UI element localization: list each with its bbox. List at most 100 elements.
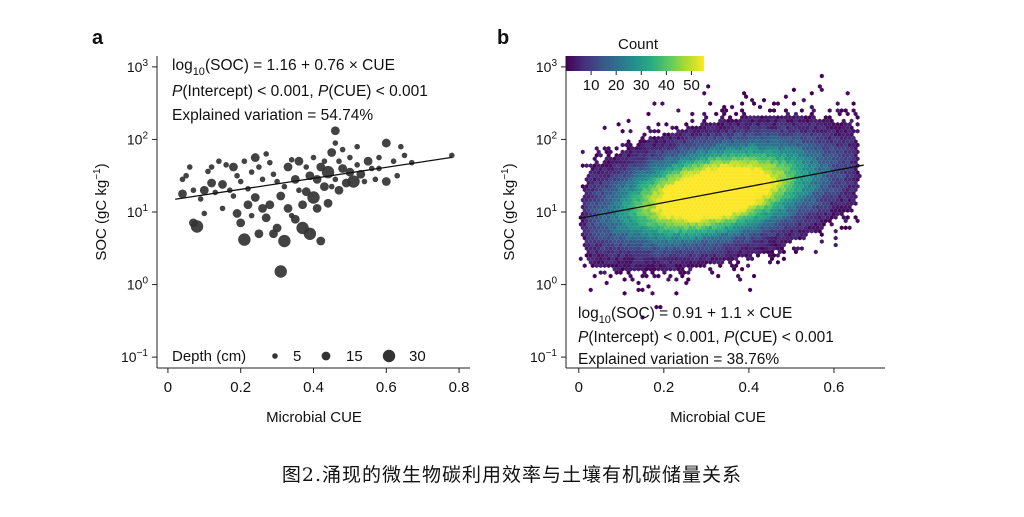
hexbin-cell (789, 208, 794, 213)
hexbin-cell (608, 239, 613, 244)
hexbin-cell (817, 208, 822, 213)
hexbin-cell (674, 242, 679, 248)
hexbin-cell (596, 170, 601, 175)
hexbin-cell (857, 173, 862, 179)
hexbin-cell (712, 225, 717, 231)
hexbin-cell (805, 222, 810, 227)
hexbin-cell (785, 208, 790, 213)
hexbin-cell (732, 191, 737, 196)
hexbin-cell (855, 142, 860, 148)
hexbin-cell (698, 256, 703, 262)
hexbin-cell (738, 277, 743, 282)
hexbin-cell (652, 211, 657, 217)
hexbin-cell (636, 287, 641, 293)
hexbin-cell (849, 125, 854, 131)
hexbin-cell (801, 235, 806, 241)
hexbin-cell (612, 225, 617, 231)
hexbin-cell (811, 156, 816, 162)
scatter-point (248, 169, 255, 175)
hexbin-cell (783, 218, 788, 224)
hexbin-cell (628, 246, 633, 251)
hexbin-cell (652, 101, 657, 106)
hexbin-cell (620, 246, 625, 251)
hexbin-cell (724, 128, 729, 134)
hexbin-cell (785, 118, 790, 124)
hexbin-cell (674, 256, 679, 262)
hexbin-cell (853, 153, 858, 158)
hexbin-cell (666, 249, 671, 255)
hexbin-cell (602, 208, 607, 213)
hexbin-cell (819, 156, 824, 162)
hexbin-cell (698, 208, 703, 213)
hexbin-cell (666, 187, 671, 193)
hexbin-cell (847, 128, 852, 134)
scatter-point (449, 152, 455, 159)
hexbin-cell (821, 173, 826, 179)
hexbin-cell (596, 218, 601, 224)
panel-b-eq-intercept: (Intercept) < 0.001, (588, 329, 724, 346)
hexbin-cell (660, 177, 665, 182)
hexbin-cell (801, 146, 806, 151)
hexbin-cell (652, 184, 657, 189)
hexbin-cell (638, 153, 643, 158)
hexbin-cell (815, 149, 820, 155)
scatter-point (328, 183, 335, 190)
hexbin-cell (704, 225, 709, 231)
hexbin-cell (799, 232, 804, 237)
hexbin-cell (781, 249, 786, 255)
hexbin-cell (779, 211, 784, 217)
hexbin-cell (821, 201, 826, 206)
hexbin-cell (622, 159, 627, 165)
hexbin-cell (666, 153, 671, 158)
hexbin-cell (768, 218, 772, 224)
hexbin-cell (772, 101, 776, 106)
hexbin-cell (736, 239, 741, 244)
hexbin-cell (674, 222, 679, 227)
hexbin-cell (754, 132, 758, 137)
hexbin-cell (628, 163, 633, 168)
hexbin-cell (777, 201, 782, 206)
hexbin-cell (672, 260, 677, 265)
hexbin-cell (766, 159, 770, 165)
scatter-point (339, 146, 346, 153)
hexbin-cell (740, 246, 745, 251)
hexbin-cell (622, 256, 627, 262)
hexbin-cell (610, 263, 615, 268)
scatter-point (345, 167, 355, 177)
hexbin-cell (734, 263, 739, 268)
hexbin-cell (726, 194, 731, 199)
hexbin-cell (799, 211, 804, 217)
hexbin-cell (730, 235, 735, 241)
panel-a-x-ticks: 0 0.2 0.4 0.6 0.8 (164, 368, 470, 396)
hexbin-cell (752, 149, 756, 155)
hexbin-cell (610, 222, 615, 227)
hexbin-cell (809, 132, 814, 137)
hexbin-cell (748, 218, 753, 224)
hexbin-cell (853, 187, 858, 193)
hexbin-cell (720, 225, 725, 231)
hexbin-cell (805, 132, 810, 137)
hexbin-cell (779, 170, 784, 175)
hexbin-cell (664, 149, 669, 155)
panel-a-eq-line3: Explained variation = 54.74% (172, 107, 373, 124)
hexbin-cell (652, 273, 657, 279)
hexbin-cell (658, 166, 663, 172)
hexbin-cell (702, 91, 707, 96)
hexbin-cell (758, 242, 762, 248)
hexbin-cell (708, 142, 713, 148)
hexbin-cell (674, 249, 679, 255)
hexbin-cell (843, 197, 848, 203)
hexbin-cell (730, 132, 735, 137)
hexbin-cell (596, 184, 601, 189)
hexbin-cell (598, 242, 603, 248)
hexbin-cell (774, 187, 778, 193)
hexbin-cell (809, 201, 814, 206)
hexbin-cell (789, 228, 794, 234)
hexbin-cell (799, 204, 804, 210)
hexbin-cell (805, 153, 810, 158)
hexbin-cell (762, 139, 766, 144)
hexbin-cell (624, 211, 629, 217)
hexbin-cell (833, 215, 838, 220)
hexbin-cell (654, 304, 659, 310)
hexbin-cell (678, 166, 683, 172)
